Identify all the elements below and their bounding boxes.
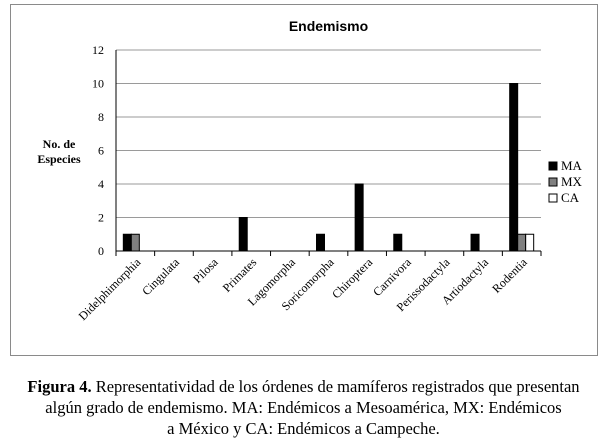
- bar-ca: [525, 233, 535, 252]
- bar-ma: [316, 233, 325, 252]
- bar-chart: Endemismo 0 2 4 6 8 10 12 No. de Especies Didelphi…: [37, 18, 583, 323]
- y-tick-label: 4: [98, 177, 104, 191]
- y-tick-label: 12: [92, 43, 104, 57]
- bar-ma: [393, 233, 403, 252]
- bar-mx: [130, 233, 140, 252]
- x-tick-label: Rodentia: [489, 255, 530, 296]
- chart-title: Endemismo: [289, 18, 368, 34]
- bar-ma: [122, 233, 132, 252]
- y-axis-label: No. de Especies: [37, 137, 81, 166]
- legend-label-ma: MA: [561, 158, 583, 173]
- bar-mx: [517, 233, 527, 252]
- legend-swatch-ma: [548, 161, 558, 171]
- legend-label-ca: CA: [561, 190, 580, 205]
- caption-line-1: Figura 4. Representatividad de los órden…: [0, 376, 607, 397]
- y-tick-label: 6: [98, 144, 104, 158]
- caption-label: Figura 4.: [27, 377, 92, 396]
- caption-line-3: a México y CA: Endémicos a Campeche.: [167, 419, 440, 438]
- legend-swatch-mx: [548, 177, 558, 187]
- caption-text-1: Representatividad de los órdenes de mamí…: [91, 377, 580, 396]
- y-tick-label: 2: [98, 211, 104, 225]
- y-axis-label-line-1: No. de: [43, 137, 76, 151]
- bar-ma: [354, 183, 364, 252]
- x-tick-label: Didelphimorphia: [76, 255, 144, 323]
- y-tick-label: 8: [98, 110, 104, 124]
- chart-area: Endemismo 0 2 4 6 8 10 12 No. de Especies Didelphi…: [10, 4, 598, 356]
- y-axis-label-line-2: Especies: [37, 152, 81, 166]
- x-tick-label: Chiroptera: [329, 255, 376, 302]
- figure-caption: Figura 4. Representatividad de los órden…: [0, 376, 607, 439]
- bar-ma: [238, 217, 248, 252]
- y-tick-label: 0: [98, 244, 104, 258]
- legend-swatch-ca: [548, 193, 558, 203]
- x-tick-label: Cingulata: [139, 255, 182, 298]
- legend-label-mx: MX: [561, 174, 583, 189]
- x-tick-label: Pilosa: [190, 255, 221, 286]
- caption-line-2: algún grado de endemismo. MA: Endémicos …: [45, 398, 562, 417]
- bar-ma: [509, 83, 519, 252]
- bar-ma: [470, 233, 480, 252]
- y-tick-label: 10: [92, 77, 104, 91]
